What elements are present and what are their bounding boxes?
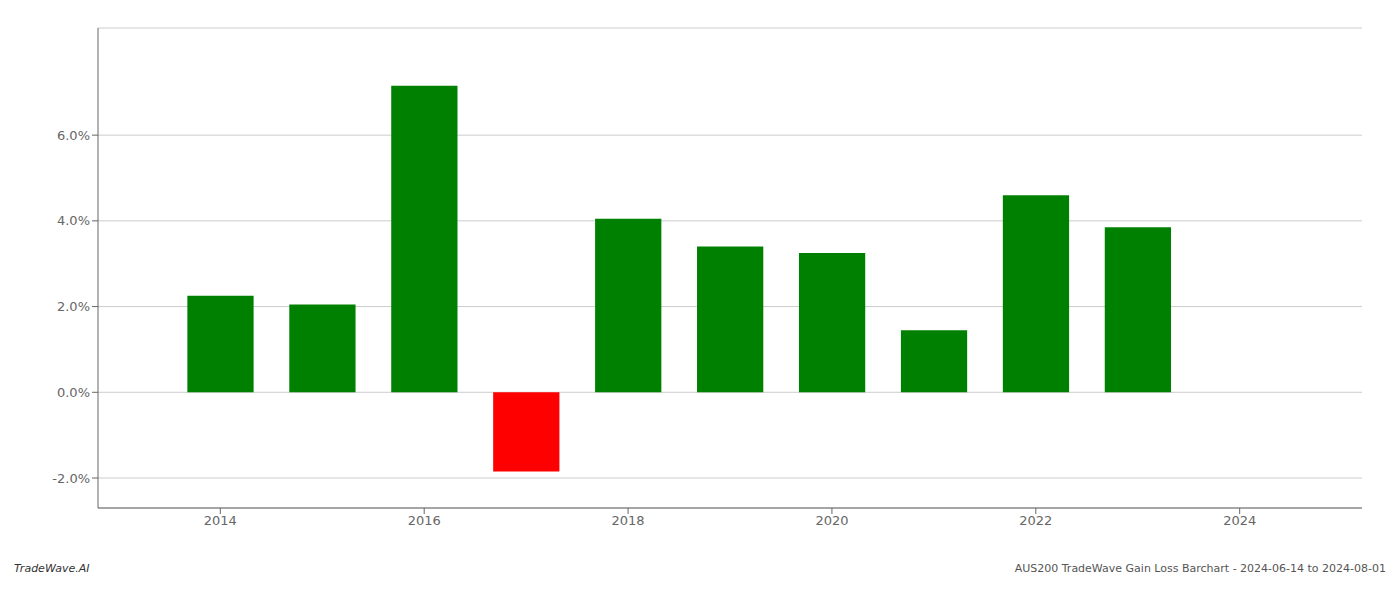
svg-text:2.0%: 2.0% [57,299,90,314]
html-text:TradeWave.AI: TradeWave.AI [14,562,90,575]
svg-text:2018: 2018 [612,513,645,528]
svg-text:4.0%: 4.0% [57,213,90,228]
svg-text:6.0%: 6.0% [57,128,90,143]
svg-text:-2.0%: -2.0% [52,471,90,486]
svg-text:0.0%: 0.0% [57,385,90,400]
svg-text:2014: 2014 [204,513,237,528]
svg-text:2024: 2024 [1223,513,1256,528]
svg-text:2022: 2022 [1019,513,1052,528]
html-text:AUS200 TradeWave Gain Loss Bar: AUS200 TradeWave Gain Loss Barchart - 20… [1014,562,1386,575]
svg-text:2016: 2016 [408,513,441,528]
svg-text:2020: 2020 [815,513,848,528]
